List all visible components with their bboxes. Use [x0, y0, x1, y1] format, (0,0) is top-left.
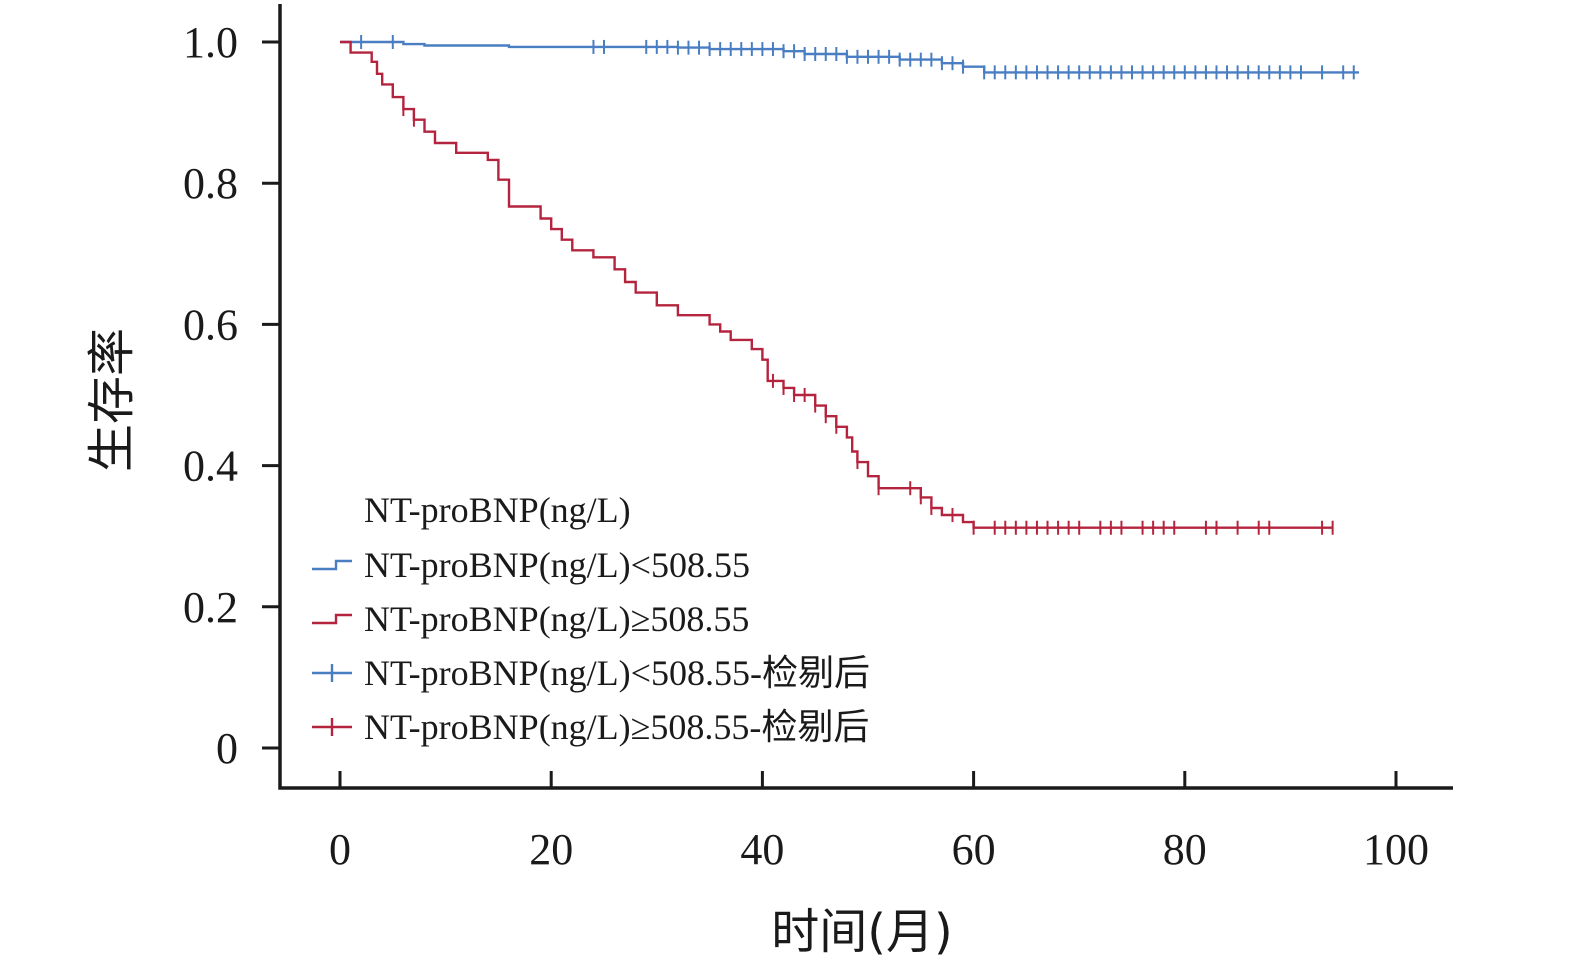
y-axis-title-group: 生存率 [84, 328, 140, 472]
x-tick-label-1: 20 [529, 825, 573, 874]
x-tick-label-0: 0 [329, 825, 351, 874]
legend-label-0: NT-proBNP(ng/L)<508.55 [364, 545, 750, 585]
legend-step-swatch-1 [312, 613, 352, 625]
legend: NT-proBNP(ng/L) NT-proBNP(ng/L)<508.55 NT-… [312, 490, 870, 747]
legend-step-swatch-0 [312, 559, 352, 571]
axes: 0 0.2 0.4 0.6 0.8 1.0 0 20 40 60 80 100 [183, 4, 1453, 874]
legend-label-1: NT-proBNP(ng/L)≥508.55 [364, 599, 749, 639]
y-tick-label-4: 0.8 [183, 159, 238, 208]
plot-area [340, 35, 1359, 535]
legend-title: NT-proBNP(ng/L) [364, 490, 631, 530]
survival-curve-high [340, 40, 1333, 529]
legend-label-3: NT-proBNP(ng/L)≥508.55-检剔后 [364, 707, 869, 747]
x-tick-label-3: 60 [952, 825, 996, 874]
y-tick-label-2: 0.4 [183, 442, 238, 491]
axis-frame [278, 4, 1453, 790]
y-axis-title: 生存率 [84, 328, 140, 472]
y-tick-label-3: 0.6 [183, 300, 238, 349]
y-tick-label-0: 0 [216, 724, 238, 773]
x-axis-title: 时间(月) [771, 904, 952, 960]
x-tick-label-4: 80 [1163, 825, 1207, 874]
y-tick-label-5: 1.0 [183, 18, 238, 67]
legend-label-2: NT-proBNP(ng/L)<508.55-检剔后 [364, 653, 870, 693]
y-tick-label-1: 0.2 [183, 583, 238, 632]
x-tick-label-5: 100 [1363, 825, 1429, 874]
x-tick-label-2: 40 [740, 825, 784, 874]
